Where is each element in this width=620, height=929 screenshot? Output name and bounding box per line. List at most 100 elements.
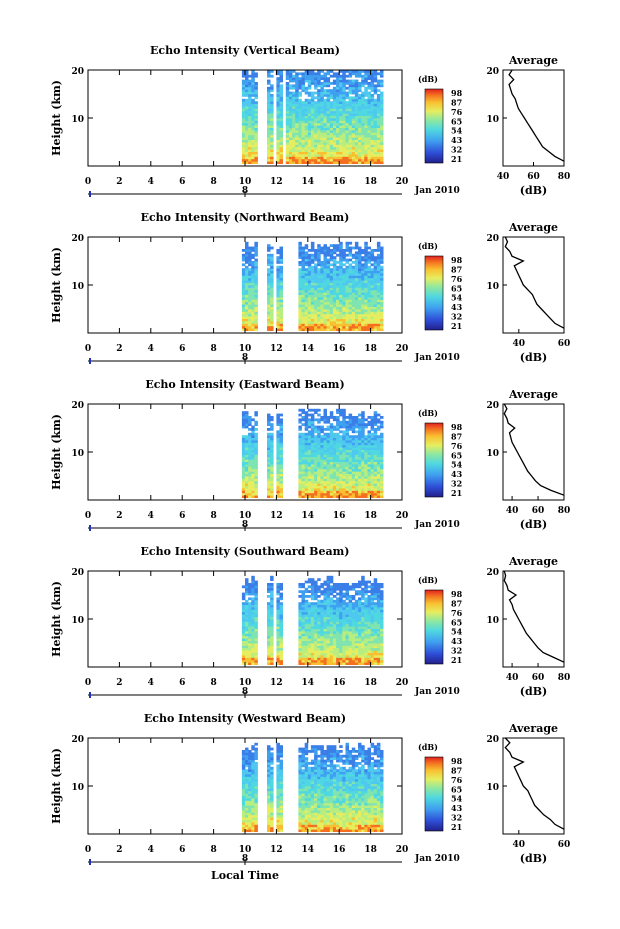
heatmap-cell bbox=[345, 321, 349, 324]
heatmap-cell bbox=[304, 645, 309, 649]
heatmap-cell bbox=[326, 609, 331, 613]
heatmap-cell bbox=[351, 280, 356, 283]
heatmap-cell bbox=[248, 621, 252, 625]
heatmap-cell bbox=[376, 142, 381, 145]
heatmap-cell bbox=[329, 251, 334, 255]
heatmap-cell bbox=[254, 268, 258, 271]
heatmap-cell bbox=[373, 149, 378, 152]
heatmap-cell bbox=[317, 471, 321, 474]
heatmap-cell bbox=[276, 321, 280, 324]
heatmap-cell bbox=[310, 587, 315, 591]
heatmap-cell bbox=[245, 650, 249, 653]
heatmap-cell bbox=[270, 98, 274, 102]
heatmap-cell bbox=[339, 413, 343, 417]
heatmap-cell bbox=[329, 580, 334, 584]
heatmap-cell bbox=[279, 282, 283, 286]
heatmap-cell bbox=[314, 440, 318, 443]
heatmap-cell bbox=[241, 638, 246, 641]
heatmap-cell bbox=[323, 325, 327, 329]
heatmap-cell bbox=[304, 158, 309, 162]
heatmap-cell bbox=[323, 607, 327, 610]
heatmap-cell bbox=[364, 132, 368, 136]
heatmap-cell bbox=[279, 440, 283, 443]
heatmap-cell bbox=[276, 311, 280, 315]
heatmap-cell bbox=[326, 253, 331, 257]
heatmap-cell bbox=[314, 74, 318, 78]
heatmap-cell bbox=[279, 149, 283, 152]
heatmap-cell bbox=[332, 151, 337, 155]
heatmap-cell bbox=[351, 616, 356, 620]
heatmap-cell bbox=[345, 144, 349, 148]
heatmap-cell bbox=[317, 282, 321, 286]
heatmap-cell bbox=[298, 161, 302, 164]
heatmap-cell bbox=[323, 122, 327, 126]
heatmap-cell bbox=[364, 101, 368, 104]
heatmap-cell bbox=[314, 82, 318, 85]
heatmap-cell bbox=[251, 321, 255, 324]
heatmap-cell bbox=[345, 246, 349, 250]
heatmap-cell bbox=[254, 120, 258, 124]
heatmap-cell bbox=[329, 435, 334, 438]
heatmap-cell bbox=[364, 495, 368, 498]
colorbar-tick-label: 65 bbox=[451, 116, 462, 126]
heatmap-cell bbox=[245, 587, 249, 591]
heatmap-cell bbox=[342, 662, 346, 665]
heatmap-cell bbox=[329, 113, 334, 116]
heatmap-cell bbox=[329, 611, 334, 615]
heatmap-cell bbox=[310, 158, 315, 162]
heatmap-cell bbox=[326, 125, 331, 128]
heatmap-cell bbox=[317, 122, 321, 126]
heatmap-cell bbox=[367, 108, 371, 112]
heatmap-cell bbox=[307, 452, 312, 455]
heatmap-cell bbox=[342, 638, 346, 641]
heatmap-cell bbox=[345, 495, 349, 498]
heatmap-cell bbox=[301, 285, 305, 288]
heatmap-cell bbox=[342, 652, 346, 656]
profile-y-tick-label: 20 bbox=[486, 234, 499, 244]
heatmap-cell bbox=[285, 94, 290, 97]
heatmap-cell bbox=[351, 604, 356, 608]
heatmap-cell bbox=[301, 635, 305, 639]
heatmap-cell bbox=[342, 96, 346, 100]
heatmap-cell bbox=[289, 120, 293, 124]
heatmap-cell bbox=[276, 103, 280, 107]
heatmap-cell bbox=[342, 134, 346, 138]
heatmap-cell bbox=[373, 256, 378, 259]
heatmap-cell bbox=[254, 604, 258, 608]
heatmap-cell bbox=[380, 437, 384, 441]
heatmap-cell bbox=[310, 101, 315, 104]
heatmap-cell bbox=[241, 468, 246, 472]
heatmap-cell bbox=[295, 122, 299, 126]
heatmap-cell bbox=[251, 299, 255, 303]
heatmap-cell bbox=[370, 251, 375, 255]
heatmap-cell bbox=[376, 473, 381, 477]
colorbar-tick-label: 76 bbox=[451, 441, 463, 451]
heatmap-cell bbox=[307, 638, 312, 641]
heatmap-cell bbox=[367, 86, 371, 90]
heatmap-cell bbox=[245, 82, 249, 85]
heatmap-cell bbox=[241, 619, 246, 622]
heatmap-cell bbox=[376, 249, 381, 252]
heatmap-cell bbox=[376, 139, 381, 143]
heatmap-cell bbox=[317, 137, 321, 140]
heatmap-cell bbox=[317, 578, 321, 581]
heatmap-cell bbox=[298, 483, 302, 486]
heatmap-cell bbox=[314, 655, 318, 658]
heatmap-cell bbox=[342, 592, 346, 596]
heatmap-cell bbox=[367, 253, 371, 257]
heatmap-cell bbox=[298, 251, 302, 255]
heatmap-cell bbox=[329, 609, 334, 613]
heatmap-cell bbox=[339, 495, 343, 498]
heatmap-cell bbox=[245, 299, 249, 303]
heatmap-cell bbox=[329, 495, 334, 498]
heatmap-cell bbox=[376, 318, 381, 322]
heatmap-cell bbox=[345, 154, 349, 157]
heatmap-cell bbox=[276, 602, 280, 605]
heatmap-cell bbox=[361, 263, 365, 267]
heatmap-cell bbox=[345, 454, 349, 458]
heatmap-cell bbox=[276, 633, 280, 637]
colorbar-unit: (dB) bbox=[418, 241, 438, 251]
heatmap-cell bbox=[304, 440, 309, 443]
heatmap-cell bbox=[323, 273, 327, 276]
heatmap-cell bbox=[370, 275, 375, 279]
